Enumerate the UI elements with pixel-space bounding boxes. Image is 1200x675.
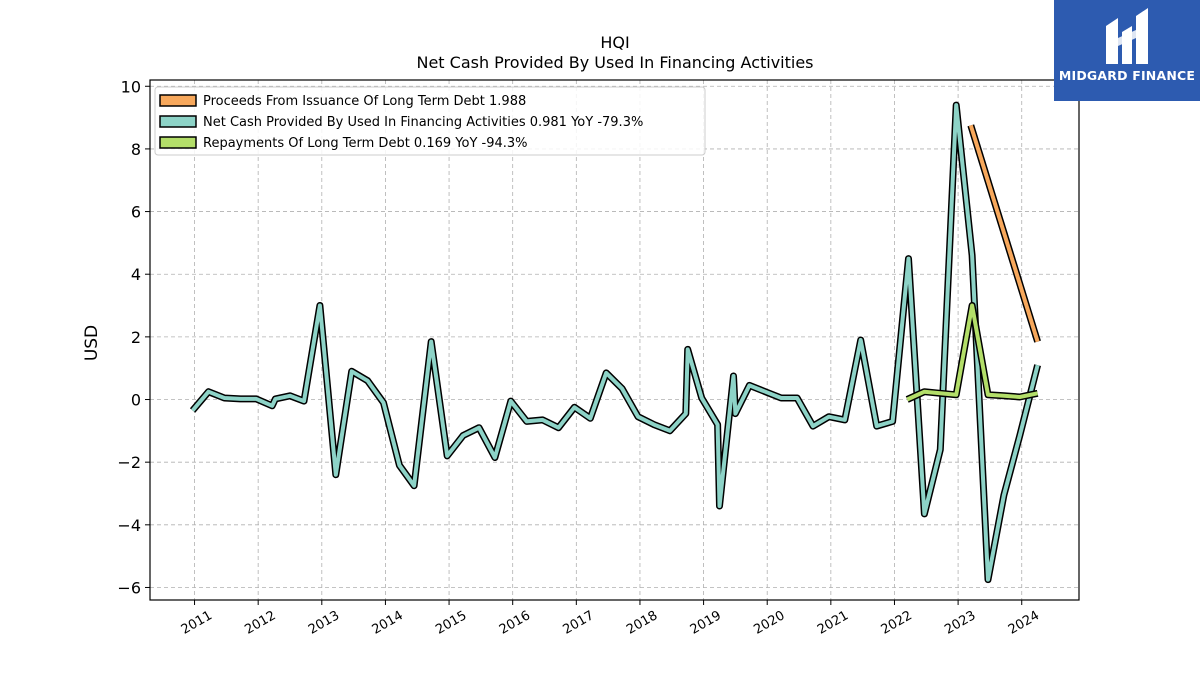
y-tick-label: −2	[117, 453, 141, 472]
x-tick-label: 2017	[560, 608, 596, 638]
x-tick-label: 2021	[815, 608, 851, 638]
x-tick-label: 2015	[433, 608, 469, 638]
x-tick-label: 2016	[497, 608, 533, 638]
x-tick-label: 2014	[370, 608, 406, 638]
x-tick-label: 2011	[179, 608, 215, 638]
legend-swatch-proceeds	[159, 94, 197, 107]
midgard-logo-icon	[1106, 8, 1148, 64]
brand-logo: MIDGARD FINANCE	[1054, 0, 1200, 101]
x-tick-label: 2022	[879, 608, 915, 638]
y-tick-label: 10	[121, 77, 141, 96]
gridlines	[150, 80, 1079, 600]
chart-subtitle: Net Cash Provided By Used In Financing A…	[416, 53, 813, 72]
series-line-0	[968, 124, 1040, 343]
series-outline-1	[189, 101, 1041, 584]
legend-label-proceeds: Proceeds From Issuance Of Long Term Debt…	[203, 94, 526, 109]
y-tick-label: 0	[131, 391, 141, 410]
legend: Proceeds From Issuance Of Long Term Debt…	[154, 86, 706, 156]
legend-label-repayments: Repayments Of Long Term Debt 0.169 YoY -…	[203, 136, 528, 151]
y-tick-label: 4	[131, 265, 141, 284]
axis-ticks: −6 −4 −2 0 2 4 6 8 10 2011 2012 2013 2014 2015 2016 201…	[117, 77, 1042, 637]
y-tick-label: −4	[117, 516, 141, 535]
legend-swatch-net-cash	[159, 115, 197, 128]
x-tick-label: 2018	[624, 608, 660, 638]
y-tick-label: 8	[131, 140, 141, 159]
x-tick-label: 2020	[751, 608, 787, 638]
series-line-1	[191, 103, 1040, 582]
x-tick-label: 2012	[242, 608, 278, 638]
series-lines	[189, 101, 1041, 584]
x-tick-label: 2024	[1006, 608, 1042, 638]
legend-box	[154, 86, 706, 156]
x-tick-label: 2013	[306, 608, 342, 638]
y-tick-label: −6	[117, 578, 141, 597]
y-axis-label: USD	[82, 325, 102, 361]
series-outline-2	[905, 302, 1039, 403]
plot-frame	[149, 79, 1080, 601]
series-line-2	[906, 303, 1039, 402]
legend-swatch-repayments	[159, 136, 197, 149]
brand-name: MIDGARD FINANCE	[1058, 68, 1196, 83]
x-tick-label: 2019	[688, 608, 724, 638]
x-tick-label: 2023	[942, 608, 978, 638]
legend-label-net-cash: Net Cash Provided By Used In Financing A…	[203, 115, 643, 130]
y-tick-label: 2	[131, 328, 141, 347]
chart-title: HQI	[600, 33, 629, 52]
y-tick-label: 6	[131, 203, 141, 222]
